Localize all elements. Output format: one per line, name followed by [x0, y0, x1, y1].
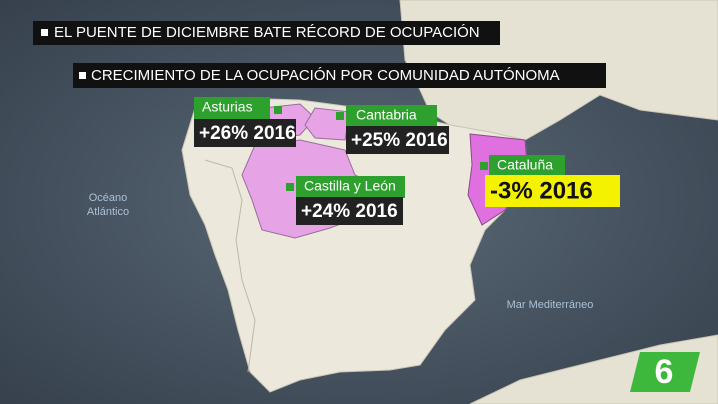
marker: [336, 112, 344, 120]
region-label-box: [194, 97, 270, 119]
region-label-box: [296, 176, 405, 198]
subtitle: CRECIMIENTO DE LA OCUPACIÓN POR COMUNIDA…: [91, 67, 560, 84]
subtitle-bar: [73, 63, 606, 88]
region-name: Asturias: [202, 99, 253, 115]
title: EL PUENTE DE DICIEMBRE BATE RÉCORD DE OC…: [54, 24, 480, 41]
marker: [480, 162, 488, 170]
sea-label: Océano: [89, 192, 128, 204]
region-name: Castilla y León: [304, 178, 396, 194]
region-name: Cataluña: [497, 157, 553, 173]
title-bar: [33, 21, 500, 45]
bullet: [41, 29, 48, 36]
logo-shape: [630, 352, 700, 392]
bullet: [79, 72, 86, 79]
region-value: -3% 2016: [490, 177, 593, 204]
sea-label: Mar Mediterráneo: [507, 299, 594, 311]
marker: [274, 106, 282, 114]
marker: [286, 183, 294, 191]
portugal-border: [204, 159, 256, 373]
region-value: +25% 2016: [351, 130, 448, 151]
region-value: +26% 2016: [199, 123, 296, 144]
region-label-box: [489, 155, 565, 177]
logo: 6: [655, 353, 674, 391]
region-label-box: [346, 105, 437, 127]
region-value-box: [194, 119, 296, 147]
region-name: Cantabria: [356, 107, 417, 123]
region-value: +24% 2016: [301, 201, 398, 222]
region-value-box: [485, 175, 620, 207]
region-value-box: [296, 197, 403, 225]
region-value-box: [346, 126, 449, 154]
sea-label: Atlántico: [87, 206, 129, 218]
